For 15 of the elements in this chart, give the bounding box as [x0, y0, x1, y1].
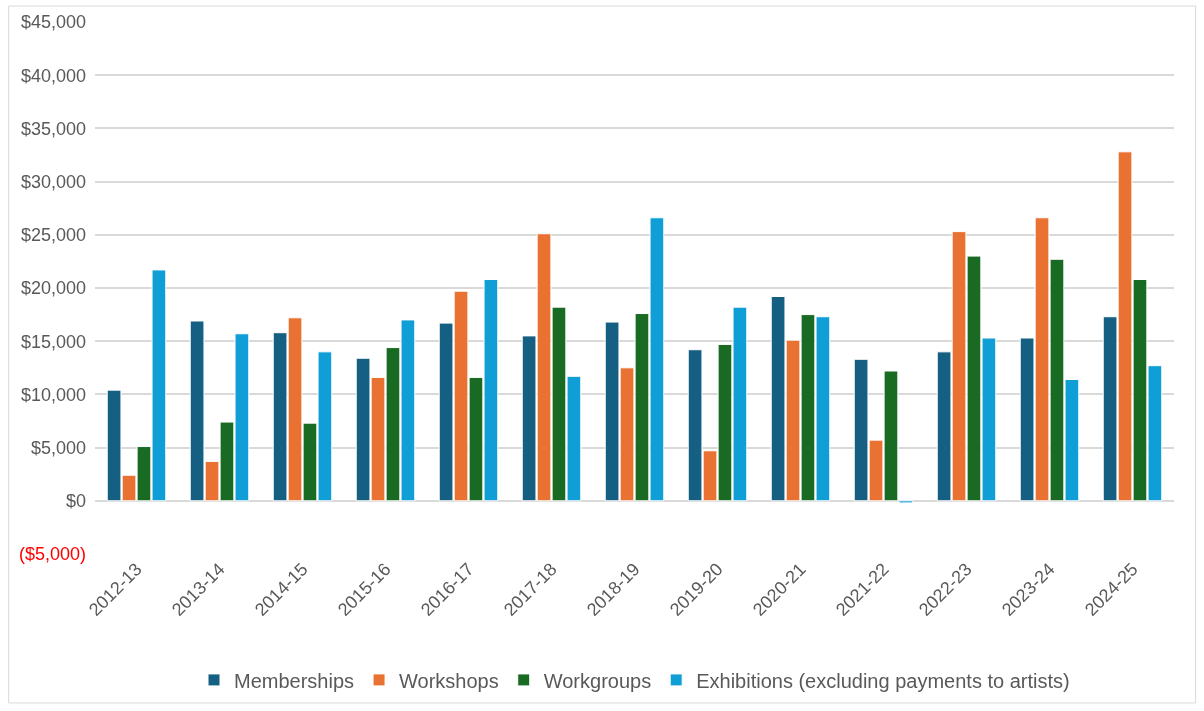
legend-label: Exhibitions (excluding payments to artists) — [696, 669, 1070, 692]
y-tick-label: $0 — [65, 491, 86, 512]
y-tick-label: $25,000 — [20, 225, 86, 246]
legend-label: Workshops — [399, 669, 499, 692]
legend-label: Workgroups — [543, 669, 652, 692]
y-tick-label: $35,000 — [20, 118, 86, 139]
legend-label: Memberships — [234, 669, 355, 692]
y-tick-label: $5,000 — [30, 437, 86, 458]
y-tick-label: $45,000 — [20, 12, 86, 33]
y-tick-label: $40,000 — [20, 65, 86, 86]
y-tick-label: ($5,000) — [18, 544, 86, 565]
y-tick-label: $10,000 — [20, 384, 86, 405]
y-tick-label: $15,000 — [20, 331, 86, 352]
y-tick-label: $30,000 — [20, 171, 86, 192]
y-tick-label: $20,000 — [20, 278, 86, 299]
